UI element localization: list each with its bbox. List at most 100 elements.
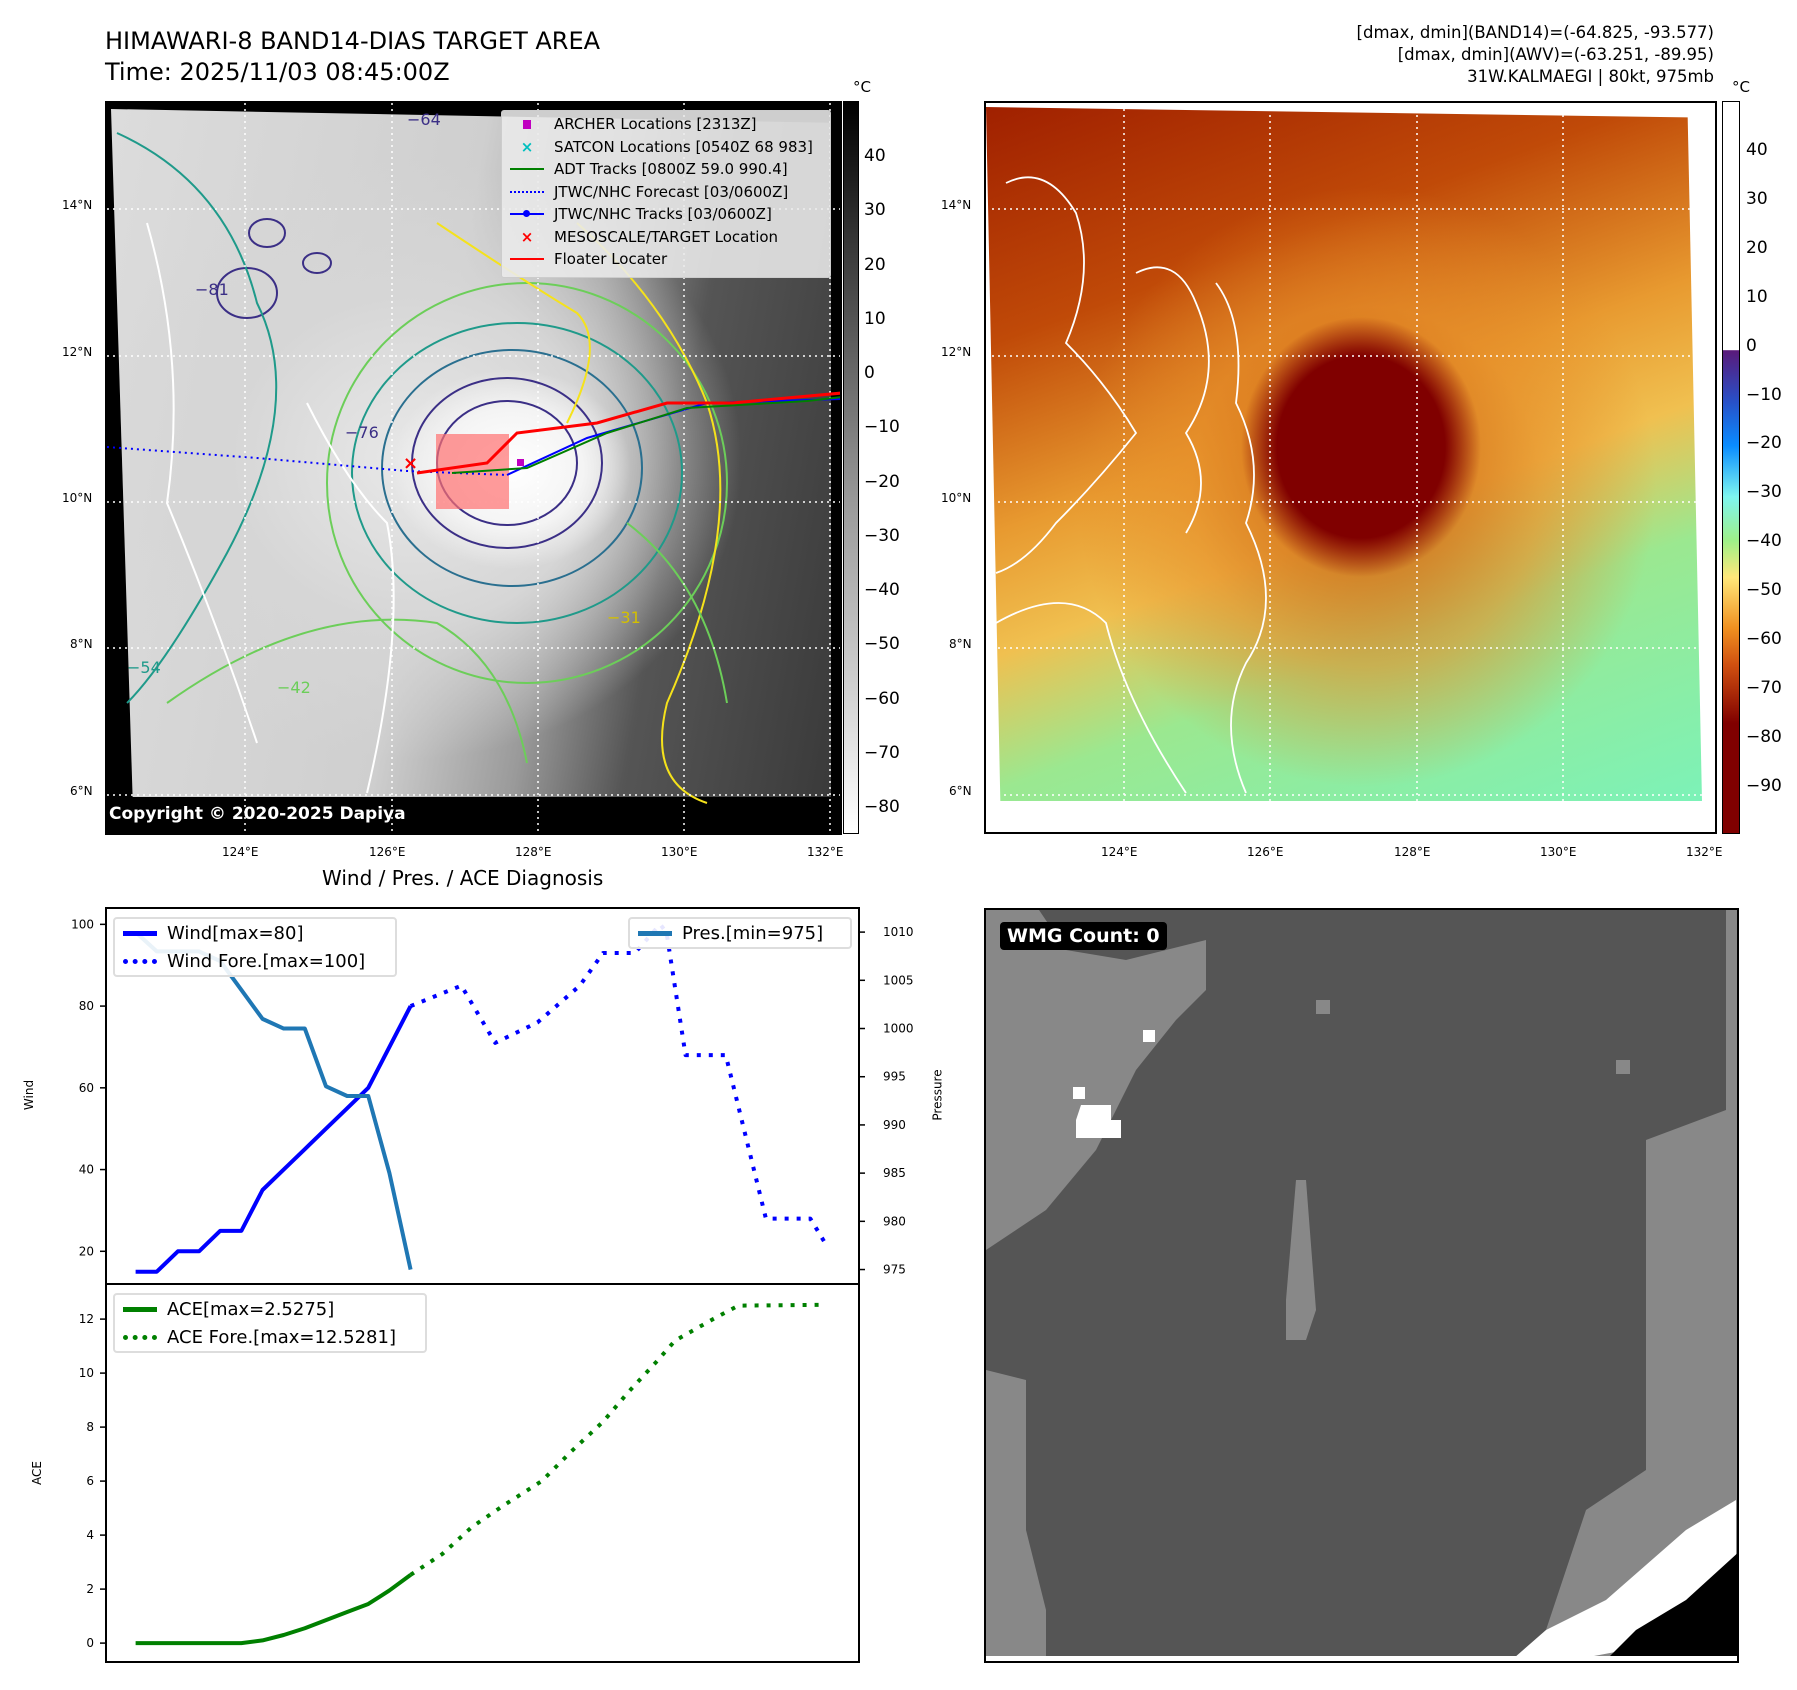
legend-item-floater: Floater Locater <box>502 248 830 271</box>
colorbar-tick: 10 <box>864 308 886 329</box>
lon-tick: 124°E <box>1101 845 1138 859</box>
lat-tick: 14°N <box>62 198 93 212</box>
colorbar-tick: −10 <box>864 417 900 438</box>
colorbar-tick: 30 <box>1746 188 1768 209</box>
ace-axis-label: ACE <box>29 1461 44 1485</box>
solid-line-icon <box>123 1306 157 1312</box>
graticule <box>986 103 1715 832</box>
colorbar-tick: −40 <box>1746 531 1782 552</box>
lat-tick: 8°N <box>949 637 972 651</box>
lon-tick: 130°E <box>661 845 698 859</box>
colorbar-tick: 20 <box>1746 237 1768 258</box>
contour-label: −64 <box>407 110 441 129</box>
colorbar-tick: −60 <box>1746 629 1782 649</box>
colorbar-tick: −10 <box>1746 384 1782 405</box>
lat-tick: 8°N <box>70 637 93 651</box>
wmg-grid-image <box>986 910 1737 1661</box>
band14-map: −64 −76 −81 −54 −42 −31 × ARCHER Locatio… <box>105 101 842 835</box>
colorbar-tick: −60 <box>864 688 900 709</box>
graticule <box>107 103 840 833</box>
colorbar-tick: 0 <box>864 363 875 383</box>
y2-tick-label: 985 <box>883 1166 906 1180</box>
y-tick-label: 6 <box>86 1474 94 1488</box>
colorbar-tick: −70 <box>1746 677 1782 698</box>
colorbar-tick: 10 <box>1746 286 1768 307</box>
awv-stats: [dmax, dmin](AWV)=(-63.251, -89.95) <box>1397 45 1714 64</box>
lon-tick: 132°E <box>1686 845 1723 859</box>
legend-item-archer: ARCHER Locations [2313Z] <box>502 113 830 136</box>
contour-label: −54 <box>127 658 161 677</box>
colorbar-tick: −30 <box>1746 482 1782 503</box>
y-tick-label: 10 <box>79 1366 94 1380</box>
y2-tick-label: 1000 <box>883 1022 914 1036</box>
pressure-legend: Pres.[min=975] <box>628 917 852 949</box>
colorbar-unit: °C <box>853 78 871 96</box>
contour-overlay: −64 −76 −81 −54 −42 −31 × <box>107 103 840 833</box>
lon-tick: 124°E <box>222 845 259 859</box>
contour-label: −31 <box>607 608 641 627</box>
y2-tick-label: 990 <box>883 1118 906 1132</box>
legend-label: ACE[max=2.5275] <box>167 1298 335 1320</box>
lat-tick: 14°N <box>941 198 972 212</box>
map-legend: ARCHER Locations [2313Z] × SATCON Locatio… <box>501 110 831 278</box>
y2-tick-label: 980 <box>883 1214 906 1228</box>
title-line: HIMAWARI-8 BAND14-DIAS TARGET AREA <box>105 27 601 55</box>
coastline-overlay <box>986 103 1715 832</box>
wind-legend: Wind[max=80] Wind Fore.[max=100] <box>113 917 397 977</box>
series-ace-line <box>135 1573 412 1646</box>
lon-tick: 126°E <box>369 845 406 859</box>
legend-item-ace: ACE[max=2.5275] <box>115 1295 425 1323</box>
legend-item-wind: Wind[max=80] <box>115 919 395 947</box>
legend-label: SATCON Locations [0540Z 68 983] <box>554 137 813 156</box>
chart-title: Wind / Pres. / ACE Diagnosis <box>322 866 604 890</box>
lat-tick: 10°N <box>941 491 972 505</box>
legend-label: Wind Fore.[max=100] <box>167 950 366 972</box>
figure-title: HIMAWARI-8 BAND14-DIAS TARGET AREA Time: … <box>105 26 600 88</box>
legend-label: MESOSCALE/TARGET Location <box>554 227 779 246</box>
y2-tick-label: 1010 <box>883 925 914 939</box>
colorbar-tick: −80 <box>864 797 900 817</box>
storm-info: 31W.KALMAEGI | 80kt, 975mb <box>1467 67 1714 86</box>
contour-label: −42 <box>277 678 311 697</box>
right-colorbar <box>1722 101 1740 834</box>
legend-label: ACE Fore.[max=12.5281] <box>167 1326 396 1348</box>
lon-tick: 126°E <box>1247 845 1284 859</box>
ace-legend: ACE[max=2.5275] ACE Fore.[max=12.5281] <box>113 1293 427 1353</box>
legend-label: Pres.[min=975] <box>682 922 824 944</box>
line-dot-icon <box>510 210 544 218</box>
y-tick-label: 12 <box>79 1312 94 1326</box>
y2-tick-label: 1005 <box>883 973 914 987</box>
y-tick-label: 80 <box>79 999 94 1013</box>
stats-header: [dmax, dmin](BAND14)=(-64.825, -93.577) … <box>1357 22 1714 88</box>
y-tick-label: 8 <box>86 1420 94 1434</box>
archer-marker-icon <box>517 459 524 466</box>
colorbar-tick: −70 <box>864 742 900 763</box>
adt-track <box>451 396 840 474</box>
x-marker-icon: × <box>520 227 534 246</box>
legend-label: Wind[max=80] <box>167 922 304 944</box>
solid-line-icon <box>510 258 544 261</box>
legend-item-adt: ADT Tracks [0800Z 59.0 990.4] <box>502 158 830 181</box>
legend-item-jtwc-tracks: JTWC/NHC Tracks [03/0600Z] <box>502 203 830 226</box>
floater-track <box>416 391 840 475</box>
colorbar-tick: −30 <box>864 525 900 546</box>
lat-tick: 12°N <box>62 345 93 359</box>
lat-tick: 6°N <box>70 784 93 798</box>
lon-tick: 132°E <box>807 845 844 859</box>
colorbar-tick: −20 <box>864 471 900 492</box>
lon-tick: 128°E <box>1394 845 1431 859</box>
colorbar-tick: −50 <box>1746 580 1782 601</box>
series-wind-line <box>135 1005 413 1274</box>
series-wind-fore-line <box>409 922 827 1245</box>
y-tick-label: 40 <box>79 1163 94 1177</box>
colorbar-tick: −90 <box>1746 775 1782 796</box>
target-marker-icon: × <box>403 453 418 474</box>
ace-axes <box>105 1283 860 1663</box>
legend-label: ARCHER Locations [2313Z] <box>554 115 757 134</box>
x-marker-icon: × <box>520 137 534 156</box>
y-tick-label: 4 <box>86 1528 94 1542</box>
dotted-line-icon <box>510 190 544 193</box>
legend-item-jtwc-forecast: JTWC/NHC Forecast [03/0600Z] <box>502 181 830 204</box>
wmg-panel: WMG Count: 0 <box>984 908 1739 1663</box>
colorbar-tick: −50 <box>864 634 900 655</box>
